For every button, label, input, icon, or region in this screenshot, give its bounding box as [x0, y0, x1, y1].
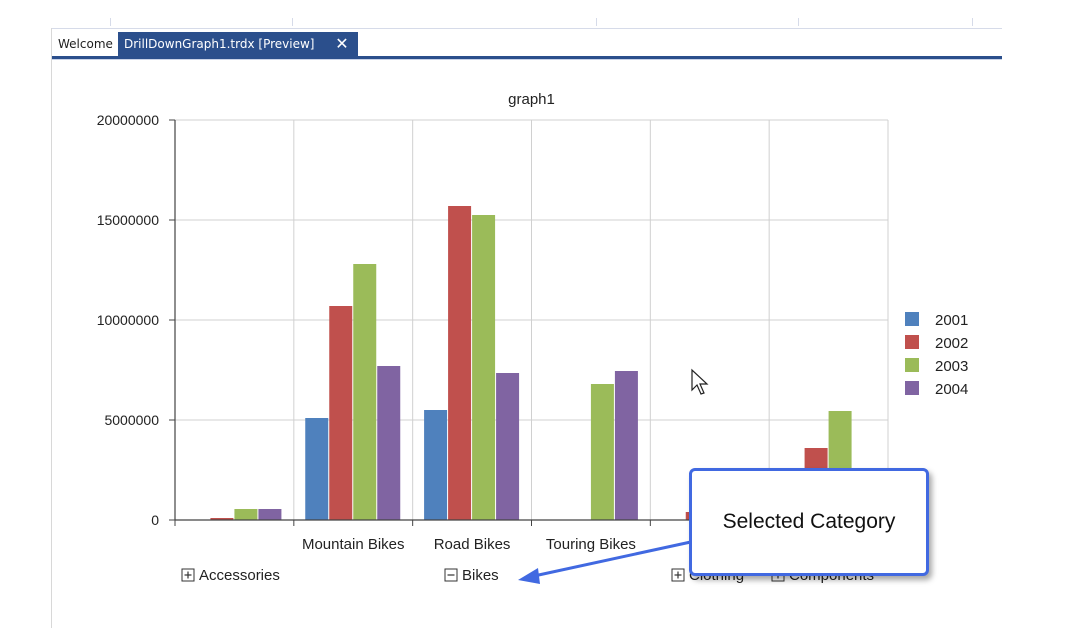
bar-2004 [258, 509, 282, 520]
callout-text: Selected Category [722, 510, 896, 533]
toolbar-divider [292, 18, 293, 26]
legend-label: 2003 [935, 358, 968, 375]
toolbar-divider [110, 18, 111, 26]
toolbar-divider [798, 18, 799, 26]
mouse-cursor-icon [691, 368, 709, 395]
bar-2001 [424, 410, 448, 520]
x-category-label: Touring Bikes [546, 536, 636, 553]
toolbar-divider [596, 18, 597, 26]
tab-label: DrillDownGraph1.trdx [Preview] [124, 37, 315, 51]
x-category-label: Mountain Bikes [302, 536, 405, 553]
group-label[interactable]: Bikes [462, 567, 499, 584]
selected-category-callout: Selected Category [689, 468, 929, 576]
y-tick-label: 20000000 [97, 112, 160, 128]
bar-2004 [614, 371, 638, 520]
tab-underline [52, 56, 1002, 59]
bar-2002 [448, 206, 472, 520]
y-tick-label: 15000000 [97, 212, 160, 228]
tab-underline-shadow [52, 59, 1002, 60]
bar-2003 [590, 384, 614, 520]
legend-label: 2002 [935, 335, 968, 352]
legend-label: 2001 [935, 312, 968, 329]
legend-label: 2004 [935, 381, 968, 398]
bar-2003 [472, 215, 496, 520]
chart-title: graph1 [508, 91, 555, 108]
y-tick-label: 5000000 [104, 412, 159, 428]
bar-2002 [329, 306, 353, 520]
bar-2004 [377, 366, 401, 520]
legend-swatch [905, 358, 919, 372]
bar-2004 [496, 373, 520, 520]
y-tick-label: 10000000 [97, 312, 160, 328]
legend-swatch [905, 381, 919, 395]
x-category-label: Road Bikes [434, 536, 511, 553]
panel-border [51, 28, 52, 628]
legend-swatch [905, 335, 919, 349]
toolbar-divider [972, 18, 973, 26]
bar-2003 [234, 509, 258, 520]
bar-2003 [353, 264, 377, 520]
tab-welcome[interactable]: Welcome [52, 32, 118, 56]
group-label[interactable]: Accessories [199, 567, 280, 584]
bar-2001 [305, 418, 329, 520]
toolbar-strip [52, 0, 1002, 29]
document-tabs: Welcome DrillDownGraph1.trdx [Preview] ✕ [52, 32, 358, 56]
close-icon[interactable]: ✕ [335, 34, 349, 53]
tab-drilldown-preview[interactable]: DrillDownGraph1.trdx [Preview] ✕ [118, 32, 358, 56]
legend-swatch [905, 312, 919, 326]
y-tick-label: 0 [151, 512, 159, 528]
bar-2002 [210, 518, 234, 520]
